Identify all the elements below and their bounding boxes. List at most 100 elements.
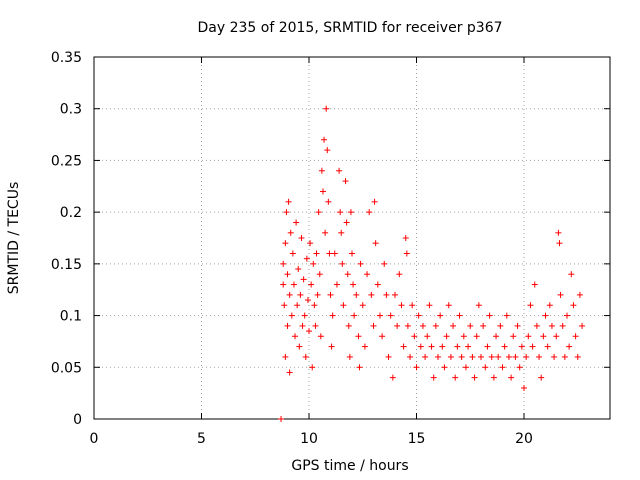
data-point: [297, 291, 304, 298]
data-point: [546, 302, 553, 309]
data-point: [317, 333, 324, 340]
data-point: [548, 322, 555, 329]
y-tick-label: 0.2: [60, 205, 82, 221]
y-axis-tick-labels: 0 0.05 0.1 0.15 0.2 0.25 0.3 0.35: [51, 50, 82, 428]
x-tick-label: 20: [515, 431, 533, 447]
data-point: [415, 312, 422, 319]
data-point: [303, 255, 310, 262]
data-point: [374, 281, 381, 288]
data-point: [572, 333, 579, 340]
data-point: [307, 240, 314, 247]
data-point: [458, 353, 465, 360]
data-point: [331, 250, 338, 257]
data-point: [465, 343, 472, 350]
data-point: [456, 312, 463, 319]
data-point: [333, 281, 340, 288]
data-point: [329, 312, 336, 319]
data-point: [355, 333, 362, 340]
data-point: [505, 353, 512, 360]
data-point: [473, 333, 480, 340]
data-point: [508, 374, 515, 381]
data-point: [284, 322, 291, 329]
data-point: [366, 209, 373, 216]
data-point: [294, 302, 301, 309]
data-point: [364, 271, 371, 278]
data-point: [292, 333, 299, 340]
data-point: [559, 322, 566, 329]
data-point: [280, 281, 287, 288]
data-point: [460, 333, 467, 340]
data-point: [351, 312, 358, 319]
data-point: [321, 136, 328, 143]
data-point: [336, 167, 343, 174]
data-point: [296, 343, 303, 350]
data-point: [454, 343, 461, 350]
data-point: [488, 353, 495, 360]
data-point: [501, 343, 508, 350]
data-point: [324, 147, 331, 154]
data-point: [379, 333, 386, 340]
data-point: [486, 312, 493, 319]
data-point: [280, 260, 287, 267]
data-point: [342, 178, 349, 185]
data-point: [482, 364, 489, 371]
data-point: [544, 343, 551, 350]
data-point: [311, 302, 318, 309]
data-point: [287, 229, 294, 236]
data-point: [430, 374, 437, 381]
data-point: [346, 353, 353, 360]
data-point: [557, 291, 564, 298]
data-point: [376, 312, 383, 319]
data-point: [480, 322, 487, 329]
data-point: [302, 353, 309, 360]
data-point: [340, 302, 347, 309]
data-point: [387, 312, 394, 319]
data-point: [326, 250, 333, 257]
data-point: [467, 322, 474, 329]
data-point: [300, 276, 307, 283]
data-point: [314, 291, 321, 298]
data-point: [432, 322, 439, 329]
data-point: [469, 353, 476, 360]
data-point: [404, 322, 411, 329]
data-point: [568, 271, 575, 278]
data-point: [308, 281, 315, 288]
data-point: [338, 229, 345, 236]
data-point: [312, 322, 319, 329]
data-point: [319, 188, 326, 195]
data-point: [310, 260, 317, 267]
data-point: [357, 260, 364, 267]
axis-ticks: [93, 56, 610, 420]
data-point: [345, 322, 352, 329]
data-point: [561, 353, 568, 360]
data-point: [284, 271, 291, 278]
x-tick-label: 0: [90, 431, 99, 447]
data-point: [542, 312, 549, 319]
data-point: [525, 333, 532, 340]
data-point: [328, 343, 335, 350]
y-tick-label: 0.25: [51, 153, 82, 169]
data-point: [288, 312, 295, 319]
data-point: [413, 364, 420, 371]
data-point: [428, 343, 435, 350]
grid: [94, 57, 610, 419]
data-point: [523, 353, 530, 360]
data-point: [570, 302, 577, 309]
data-point: [290, 281, 297, 288]
data-point: [518, 343, 525, 350]
data-point: [551, 353, 558, 360]
data-point: [278, 416, 285, 422]
data-point: [510, 333, 517, 340]
data-point: [381, 260, 388, 267]
data-point: [371, 198, 378, 205]
data-point: [495, 353, 502, 360]
data-point: [443, 333, 450, 340]
data-point: [417, 343, 424, 350]
data-point: [450, 322, 457, 329]
data-point: [533, 322, 540, 329]
data-point: [392, 291, 398, 298]
data-point: [579, 322, 586, 329]
data-point: [323, 105, 330, 112]
plot-area: [93, 56, 611, 420]
